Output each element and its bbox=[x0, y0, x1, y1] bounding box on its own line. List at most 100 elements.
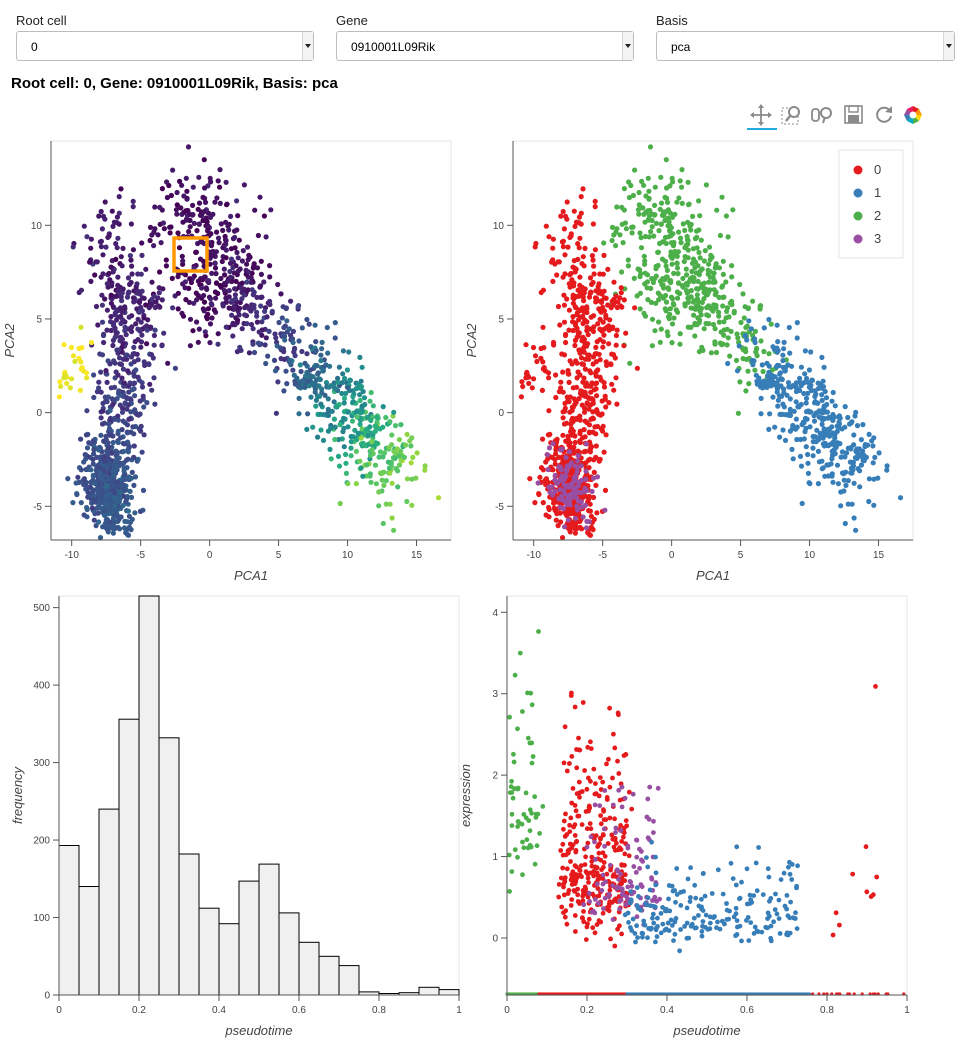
cell-point bbox=[105, 502, 111, 508]
cell-point bbox=[805, 390, 811, 396]
expression-point bbox=[715, 919, 720, 925]
cell-point bbox=[600, 344, 606, 350]
cell-point bbox=[574, 325, 580, 331]
cell-point bbox=[131, 288, 137, 294]
cell-point bbox=[121, 380, 127, 386]
cell-point bbox=[789, 446, 795, 452]
cell-point bbox=[580, 392, 586, 398]
cell-point bbox=[582, 245, 588, 251]
expression-point bbox=[572, 822, 578, 828]
save-tool[interactable] bbox=[841, 102, 867, 128]
cell-point bbox=[682, 227, 688, 233]
cell-point bbox=[582, 317, 588, 323]
cell-point bbox=[824, 401, 830, 408]
cell-point bbox=[113, 256, 119, 262]
cell-point bbox=[721, 319, 727, 325]
cell-point bbox=[704, 312, 710, 318]
gene-select[interactable]: 0910001L09Rik bbox=[336, 31, 634, 61]
pan-tool[interactable] bbox=[747, 102, 777, 130]
expression-point bbox=[584, 924, 590, 930]
expression-point bbox=[654, 925, 659, 931]
cell-point bbox=[120, 317, 126, 323]
cell-point bbox=[139, 332, 145, 338]
cell-point bbox=[234, 249, 240, 256]
expression-point bbox=[524, 837, 530, 843]
cell-point bbox=[551, 500, 557, 506]
cell-point bbox=[742, 304, 748, 310]
expression-point bbox=[622, 878, 628, 884]
expression-point bbox=[636, 894, 641, 899]
root-cell-select[interactable]: 0 bbox=[16, 31, 314, 61]
cell-point bbox=[682, 303, 688, 309]
cell-point bbox=[842, 424, 848, 430]
cell-point bbox=[777, 434, 783, 440]
cell-point bbox=[144, 323, 150, 329]
cell-point bbox=[569, 361, 575, 367]
expression-point bbox=[577, 790, 583, 796]
cell-point bbox=[698, 312, 704, 318]
cell-point bbox=[652, 202, 658, 208]
cell-point bbox=[779, 411, 786, 417]
cell-point bbox=[64, 380, 70, 386]
cell-point bbox=[115, 288, 121, 294]
cell-point bbox=[319, 339, 325, 345]
cell-point bbox=[644, 285, 650, 291]
cell-point bbox=[819, 410, 826, 416]
cell-point bbox=[110, 401, 116, 408]
expression-point bbox=[532, 861, 538, 867]
box-zoom-tool[interactable] bbox=[779, 102, 805, 128]
cell-point bbox=[114, 245, 120, 251]
cell-point bbox=[95, 322, 101, 328]
cell-point bbox=[319, 346, 325, 352]
chevron-down-icon bbox=[622, 32, 633, 60]
cell-point bbox=[658, 174, 664, 180]
cell-point bbox=[703, 292, 709, 298]
cell-point bbox=[103, 517, 109, 523]
expression-point bbox=[600, 779, 606, 785]
wheel-zoom-tool[interactable] bbox=[809, 102, 835, 128]
expression-point bbox=[594, 865, 600, 871]
cell-point bbox=[90, 488, 96, 494]
cell-point bbox=[387, 470, 393, 476]
cell-point bbox=[766, 369, 772, 375]
cell-point bbox=[597, 288, 603, 294]
y-axis-label: PCA2 bbox=[2, 323, 17, 358]
cell-point bbox=[591, 263, 597, 269]
cell-point bbox=[545, 432, 552, 438]
cell-point bbox=[716, 309, 722, 315]
cell-point bbox=[282, 337, 288, 343]
bokeh-logo-icon bbox=[904, 106, 922, 124]
cell-point bbox=[339, 380, 345, 386]
cell-point bbox=[603, 404, 609, 410]
expression-point bbox=[596, 850, 602, 856]
expression-point bbox=[568, 877, 574, 883]
expression-point bbox=[651, 830, 656, 835]
cell-point bbox=[151, 332, 157, 339]
expression-point bbox=[873, 684, 878, 689]
cell-point bbox=[248, 279, 254, 285]
cell-point bbox=[77, 387, 83, 393]
histogram-bar bbox=[78, 886, 100, 996]
cell-point bbox=[729, 263, 735, 269]
basis-select[interactable]: pca bbox=[656, 31, 955, 61]
reset-tool[interactable] bbox=[870, 102, 896, 128]
expression-point bbox=[586, 916, 592, 922]
cell-point bbox=[826, 462, 832, 468]
expression-point bbox=[651, 818, 656, 824]
expression-point bbox=[739, 879, 744, 885]
cell-point bbox=[147, 224, 154, 230]
cell-point bbox=[194, 319, 200, 325]
cell-point bbox=[601, 240, 607, 246]
cell-point bbox=[100, 524, 106, 530]
cell-point bbox=[617, 295, 623, 301]
bokeh-logo[interactable] bbox=[900, 102, 926, 128]
cell-point bbox=[639, 178, 645, 184]
histogram-bar bbox=[218, 923, 240, 996]
cell-point bbox=[540, 287, 547, 293]
cell-point bbox=[141, 315, 147, 321]
pseudotime-histogram-plot[interactable]: 0 0.2 0.4 0.6 0.8 10100200300400500pseudotime… bbox=[10, 595, 462, 1038]
cell-point bbox=[656, 228, 662, 234]
